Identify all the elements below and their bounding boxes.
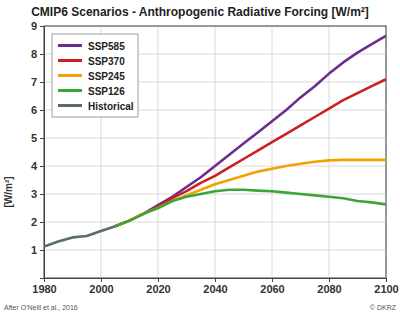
grid <box>44 26 386 278</box>
x-tick-label: 2100 <box>374 283 398 295</box>
legend-swatch <box>58 74 82 77</box>
x-axis: 1980 2000 2020 2040 2060 2080 2100 <box>32 278 398 295</box>
y-tick: 2 <box>31 216 44 228</box>
x-tick: 1980 <box>32 278 56 295</box>
grid-line-x <box>158 26 159 278</box>
series-line <box>115 36 386 226</box>
y-tick-label: 1 <box>31 244 37 256</box>
y-tick: 7 <box>31 76 44 88</box>
x-axis-line <box>45 279 387 283</box>
legend-label: SSP245 <box>88 71 125 82</box>
grid-line-x <box>272 26 273 278</box>
chart-svg: CMIP6 Scenarios - Anthropogenic Radiativ… <box>0 0 400 314</box>
x-tick-mark <box>101 278 102 282</box>
legend-swatch <box>58 104 82 107</box>
x-tick: 2000 <box>89 278 113 295</box>
y-tick-label: 9 <box>31 20 37 32</box>
legend-swatch <box>58 44 82 47</box>
x-tick-mark <box>329 278 330 282</box>
legend-swatch <box>58 89 82 92</box>
y-tick: 3 <box>31 188 44 200</box>
series-line <box>115 190 386 226</box>
y-tick-mark <box>40 166 44 167</box>
x-tick-mark <box>158 278 159 282</box>
y-tick-label: 8 <box>31 48 37 60</box>
legend-swatch <box>58 59 82 62</box>
y-tick: 5 <box>31 132 44 144</box>
y-tick-mark <box>40 54 44 55</box>
x-tick-label: 1980 <box>32 283 56 295</box>
y-tick-mark <box>40 110 44 111</box>
legend-label: Historical <box>88 101 134 112</box>
x-tick-label: 2000 <box>89 283 113 295</box>
y-tick: 9 <box>31 20 44 32</box>
annotation: © DKRZ <box>370 304 397 311</box>
x-tick-mark <box>215 278 216 282</box>
x-tick: 2040 <box>203 278 227 295</box>
y-tick-mark <box>40 82 44 83</box>
legend-box <box>52 34 138 117</box>
series-line <box>44 226 115 246</box>
series-line <box>115 79 386 226</box>
x-tick: 2060 <box>260 278 284 295</box>
annotation: After O'Neill et al., 2016 <box>4 304 78 311</box>
y-tick-mark <box>40 222 44 223</box>
legend-label: SSP126 <box>88 86 125 97</box>
y-tick-label: 4 <box>31 160 38 172</box>
y-tick: 1 <box>31 244 44 256</box>
y-tick: 6 <box>31 104 44 116</box>
x-tick-label: 2040 <box>203 283 227 295</box>
y-tick-label: 3 <box>31 188 37 200</box>
legend-label: SSP585 <box>88 41 125 52</box>
y-tick-label: 5 <box>31 132 37 144</box>
y-tick: 8 <box>31 48 44 60</box>
x-tick-label: 2080 <box>317 283 341 295</box>
series-line <box>115 160 386 226</box>
y-tick-mark <box>40 26 44 27</box>
y-tick-mark <box>40 250 44 251</box>
grid-line-x <box>329 26 330 278</box>
x-tick-mark <box>386 278 387 282</box>
grid-line-x <box>215 26 216 278</box>
y-tick-label: 7 <box>31 76 37 88</box>
x-tick: 2020 <box>146 278 170 295</box>
legend-label: SSP370 <box>88 56 125 67</box>
legend: SSP585 SSP370 SSP245 SSP126 Historical <box>52 34 138 117</box>
y-axis-title: [W/m²] <box>3 176 14 207</box>
y-tick-label: 6 <box>31 104 37 116</box>
plot-frame <box>44 26 386 278</box>
y-tick-label: 2 <box>31 216 37 228</box>
x-tick-mark <box>272 278 273 282</box>
x-tick: 2100 <box>374 278 398 295</box>
chart-title: CMIP6 Scenarios - Anthropogenic Radiativ… <box>31 5 369 19</box>
y-axis: 1 2 3 4 5 6 7 8 9 <box>31 20 45 278</box>
x-tick-label: 2060 <box>260 283 284 295</box>
y-tick-mark <box>40 194 44 195</box>
x-tick-label: 2020 <box>146 283 170 295</box>
y-tick-mark <box>40 138 44 139</box>
y-tick: 4 <box>31 160 44 172</box>
x-tick: 2080 <box>317 278 341 295</box>
